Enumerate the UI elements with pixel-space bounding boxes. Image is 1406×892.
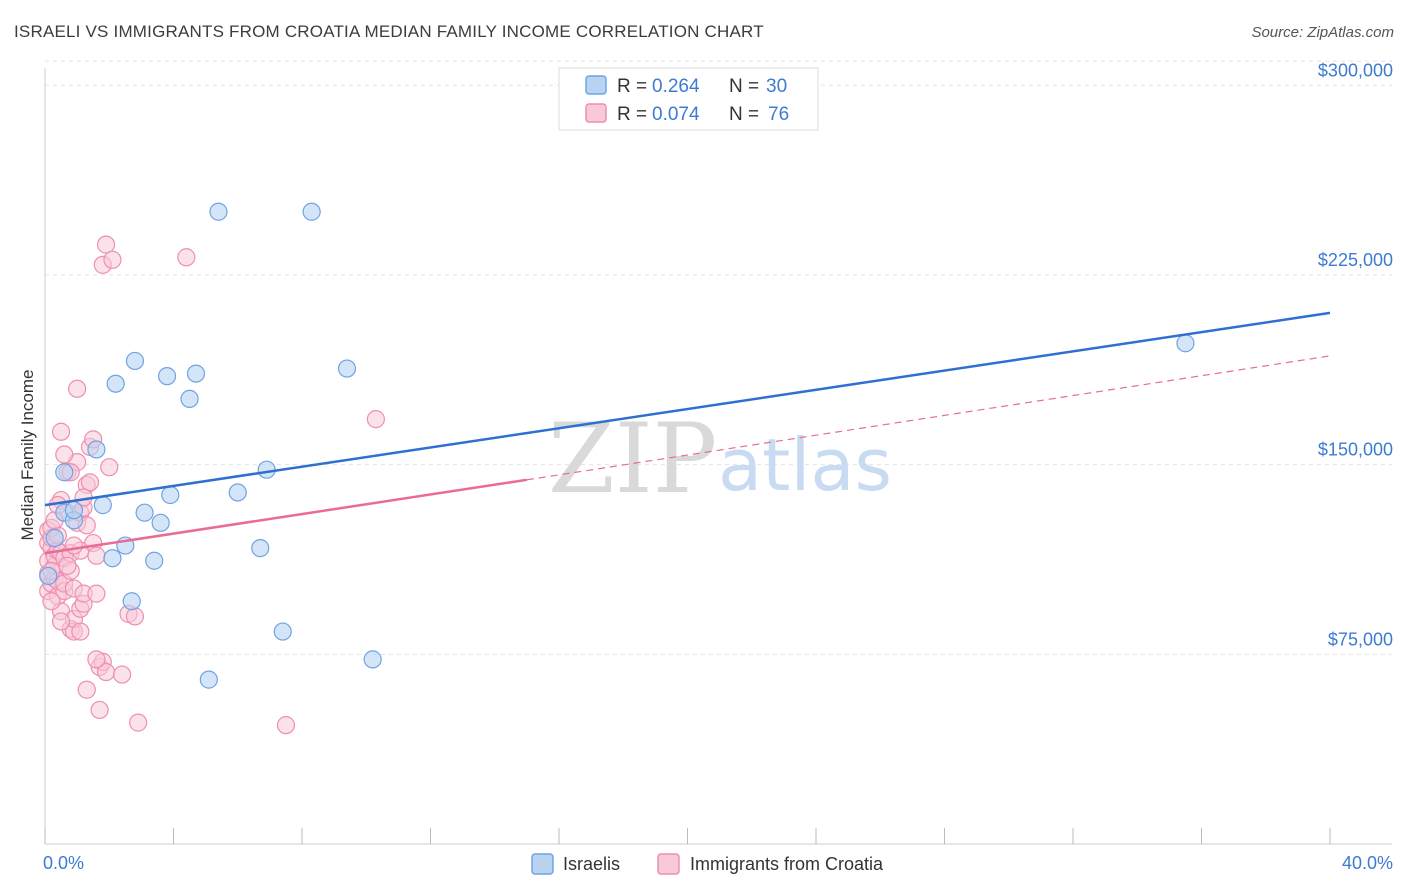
croatia-point bbox=[90, 700, 109, 720]
croatia-points bbox=[39, 235, 385, 735]
top-legend: R = 0.264 N = 30 R = 0.074 N = 76 bbox=[558, 67, 819, 131]
trend-layer bbox=[44, 311, 1331, 555]
y-tick-label: $300,000 bbox=[1318, 60, 1393, 80]
bottom-legend: Israelis Immigrants from Croatia bbox=[531, 853, 884, 875]
israelis-point bbox=[55, 463, 74, 482]
israelis-point bbox=[257, 460, 276, 479]
israelis-point bbox=[180, 389, 199, 408]
croatia-trend-line bbox=[44, 478, 528, 555]
israelis-point bbox=[39, 566, 58, 586]
croatia-point bbox=[112, 665, 132, 684]
legend-n-label-israelis: N = bbox=[729, 76, 759, 97]
croatia-point bbox=[80, 473, 100, 492]
israelis-trend-line bbox=[44, 311, 1331, 507]
croatia-point bbox=[125, 607, 145, 626]
israelis-point bbox=[161, 485, 180, 505]
bottom-legend-swatch-israelis bbox=[531, 853, 554, 875]
croatia-point bbox=[96, 235, 116, 254]
x-tick-label-max: 40.0% bbox=[1342, 853, 1393, 873]
legend-n-value-israelis: 30 bbox=[766, 76, 787, 97]
croatia-point bbox=[366, 410, 385, 429]
croatia-point bbox=[55, 445, 74, 464]
croatia-point bbox=[51, 612, 71, 631]
x-tick-label-min: 0.0% bbox=[43, 853, 84, 873]
israelis-point bbox=[45, 528, 64, 548]
israelis-point bbox=[209, 202, 228, 221]
watermark: ZIP atlas bbox=[548, 403, 892, 515]
grid-layer bbox=[45, 60, 1392, 655]
israelis-point bbox=[273, 622, 292, 641]
bottom-legend-croatia: Immigrants from Croatia bbox=[690, 854, 884, 874]
croatia-trend-extension bbox=[526, 355, 1331, 481]
croatia-point bbox=[100, 458, 119, 477]
israelis-point bbox=[186, 364, 206, 383]
israelis-point bbox=[93, 496, 112, 515]
legend-swatch-croatia bbox=[585, 103, 607, 123]
legend-r-label-israelis: R = bbox=[617, 76, 647, 97]
israelis-point bbox=[1176, 334, 1195, 353]
israelis-point bbox=[157, 367, 177, 386]
israelis-point bbox=[251, 539, 270, 558]
croatia-point bbox=[87, 584, 106, 603]
croatia-point bbox=[177, 248, 196, 267]
israelis-point bbox=[125, 351, 145, 371]
legend-r-value-israelis: 0.264 bbox=[652, 76, 700, 97]
axis-layer: $75,000 $150,000 $225,000 $300,000 0.0% 40.0% bbox=[43, 60, 1393, 873]
israelis-point bbox=[337, 359, 357, 378]
y-tick-label: $150,000 bbox=[1318, 440, 1393, 460]
israelis-points bbox=[39, 202, 1195, 689]
israelis-point bbox=[199, 670, 218, 689]
croatia-point bbox=[129, 713, 148, 732]
israelis-point bbox=[64, 501, 84, 520]
croatia-point bbox=[42, 592, 61, 611]
legend-n-label-croatia: N = bbox=[729, 104, 759, 125]
israelis-point bbox=[135, 503, 154, 522]
legend-n-value-croatia: 76 bbox=[768, 104, 789, 125]
y-axis-title: Median Family Income bbox=[18, 369, 37, 540]
israelis-point bbox=[122, 592, 141, 611]
israelis-point bbox=[228, 483, 247, 502]
bottom-legend-israelis: Israelis bbox=[563, 854, 620, 874]
croatia-point bbox=[276, 716, 296, 735]
israelis-point bbox=[363, 650, 382, 669]
israelis-point bbox=[151, 513, 170, 532]
bottom-legend-swatch-croatia bbox=[657, 853, 680, 875]
israelis-point bbox=[302, 202, 321, 221]
croatia-point bbox=[58, 556, 77, 575]
legend-swatch-israelis bbox=[585, 75, 607, 95]
croatia-point bbox=[64, 536, 84, 555]
source-label: Source: ZipAtlas.com bbox=[1251, 24, 1394, 41]
y-tick-label: $225,000 bbox=[1318, 250, 1393, 270]
israelis-point bbox=[103, 549, 122, 568]
legend-r-value-croatia: 0.074 bbox=[652, 104, 700, 125]
watermark-atlas: atlas bbox=[718, 423, 892, 507]
israelis-point bbox=[145, 551, 164, 570]
israelis-point bbox=[106, 374, 125, 393]
croatia-point bbox=[77, 680, 96, 699]
croatia-point bbox=[87, 546, 106, 565]
croatia-point bbox=[51, 422, 71, 441]
y-tick-label: $75,000 bbox=[1328, 629, 1393, 649]
legend-r-label-croatia: R = bbox=[617, 104, 647, 125]
israelis-point bbox=[87, 440, 106, 459]
croatia-point bbox=[103, 250, 122, 269]
watermark-zip: ZIP bbox=[548, 403, 717, 515]
croatia-point bbox=[87, 650, 106, 669]
croatia-point bbox=[68, 379, 87, 398]
croatia-point bbox=[71, 622, 90, 641]
chart-title: ISRAELI VS IMMIGRANTS FROM CROATIA MEDIA… bbox=[14, 22, 764, 41]
